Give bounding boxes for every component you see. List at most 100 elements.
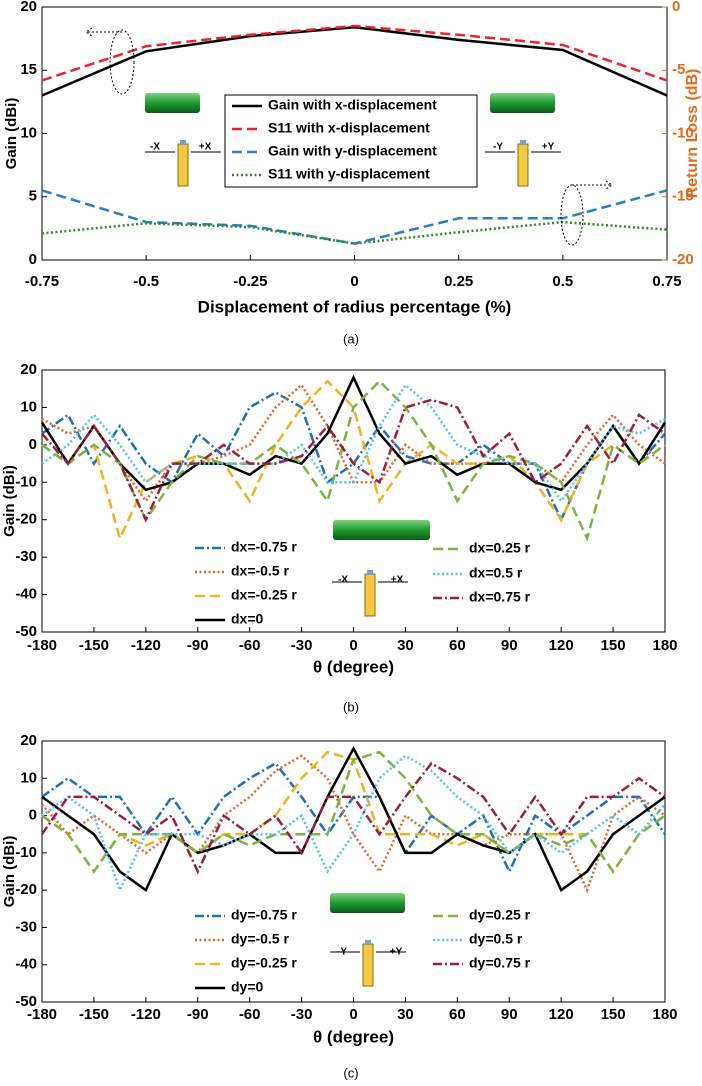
axis-pointer-arrow <box>572 180 613 190</box>
direction-label: -X <box>338 575 348 586</box>
y-tick-label: -30 <box>15 918 37 935</box>
legend-label: dx=-0.25 r <box>231 587 297 603</box>
antenna-icon <box>362 943 374 987</box>
y-tick-label: -50 <box>15 993 37 1010</box>
legend-label: dx=-0.75 r <box>231 539 297 555</box>
y-tick-label: 20 <box>20 361 37 378</box>
x-tick-label: -60 <box>239 637 261 654</box>
disc-icon <box>333 520 430 540</box>
y-tick-label: 10 <box>20 398 37 415</box>
x-tick-label: -90 <box>187 637 209 654</box>
data-line <box>41 398 666 523</box>
direction-label: +X <box>199 142 212 153</box>
x-tick-label: 90 <box>501 1006 518 1023</box>
y-tick-label: 0 <box>29 807 37 824</box>
legend-box <box>224 94 478 188</box>
y-tick-label: 20 <box>20 0 37 15</box>
caption: (b) <box>343 699 359 714</box>
data-line <box>41 24 668 82</box>
y2-tick-label: -20 <box>672 251 694 268</box>
x-tick-label: 0 <box>349 637 357 654</box>
data-line <box>41 383 666 504</box>
antenna-icon <box>177 143 189 187</box>
x-tick-label: -150 <box>79 1006 109 1023</box>
direction-label: +Y <box>390 947 403 958</box>
caption: (c) <box>343 1065 358 1080</box>
y-tick-label: 10 <box>20 769 37 786</box>
x-tick-label: 150 <box>601 1006 626 1023</box>
direction-label: -Y <box>337 947 347 958</box>
legend-label: Gain with y-displacement <box>268 143 437 159</box>
y-axis-label: Gain (dBi) <box>1 465 18 537</box>
legend-label: Gain with x-displacement <box>268 97 437 113</box>
x-tick-label: -150 <box>79 637 109 654</box>
direction-label: +X <box>391 575 404 586</box>
data-line <box>41 189 668 245</box>
legend-label: dx=0.5 r <box>469 565 523 581</box>
x-tick-label: 30 <box>397 1006 414 1023</box>
data-line <box>41 754 666 894</box>
x-tick-label: -30 <box>291 1006 313 1023</box>
legend-label: S11 with y-displacement <box>268 166 430 182</box>
x-tick-label: 0.5 <box>552 273 573 290</box>
x-tick-label: 0 <box>350 273 358 290</box>
legend-label: dy=0.25 r <box>469 907 531 923</box>
caption: (a) <box>343 331 359 346</box>
y2-tick-label: -5 <box>672 61 685 78</box>
data-line <box>41 383 666 504</box>
x-axis-label: θ (degree) <box>313 657 394 676</box>
direction-label: -Y <box>493 142 503 153</box>
x-tick-label: 180 <box>652 637 677 654</box>
legend-label: dy=0.5 r <box>469 931 523 947</box>
legend-label: dx=0.75 r <box>469 589 531 605</box>
x-tick-label: -180 <box>27 1006 57 1023</box>
x-tick-label: 120 <box>549 1006 574 1023</box>
legend-label: dy=-0.25 r <box>231 955 297 971</box>
y-tick-label: 0 <box>29 251 37 268</box>
x-axis-label: Displacement of radius percentage (%) <box>198 297 512 316</box>
x-tick-label: 60 <box>449 637 466 654</box>
data-line <box>41 745 666 892</box>
y2-tick-label: -15 <box>672 188 694 205</box>
x-tick-label: -0.5 <box>133 273 159 290</box>
legend-label: dy=-0.5 r <box>231 931 290 947</box>
disc-icon <box>330 893 405 913</box>
y2-tick-label: -10 <box>672 124 694 141</box>
y-axis-label: Gain (dBi) <box>1 836 18 908</box>
data-line <box>41 25 668 97</box>
x-tick-label: 150 <box>601 637 626 654</box>
y-tick-label: -50 <box>15 623 37 640</box>
data-line <box>41 379 666 543</box>
x-tick-label: -120 <box>131 1006 161 1023</box>
x-tick-label: -90 <box>187 1006 209 1023</box>
x-tick-label: -120 <box>131 637 161 654</box>
y2-tick-label: 0 <box>672 0 680 15</box>
data-line <box>41 220 668 245</box>
y-tick-label: -40 <box>15 586 37 603</box>
legend-label: dx=0 <box>231 611 264 627</box>
direction-label: +Y <box>542 142 555 153</box>
legend-label: dy=-0.75 r <box>231 907 297 923</box>
x-tick-label: 0.25 <box>444 273 473 290</box>
x-tick-label: 90 <box>501 637 518 654</box>
x-tick-label: 180 <box>652 1006 677 1023</box>
y-tick-label: 5 <box>29 188 37 205</box>
antenna-tip <box>365 940 371 945</box>
legend-label: S11 with x-displacement <box>268 120 430 136</box>
y-tick-label: -20 <box>15 881 37 898</box>
legend-label: dx=-0.5 r <box>231 563 290 579</box>
y-tick-label: -10 <box>15 844 37 861</box>
y-axis-label: Gain (dBi) <box>3 98 20 170</box>
disc-icon <box>490 93 555 113</box>
x-tick-label: 0 <box>349 1006 357 1023</box>
data-line <box>41 750 666 874</box>
x-tick-label: -30 <box>291 637 313 654</box>
axis-pointer-arrow <box>85 27 122 37</box>
data-line <box>40 761 666 875</box>
y-tick-label: -40 <box>15 956 37 973</box>
antenna-tip <box>520 140 526 145</box>
antenna-icon <box>517 143 529 187</box>
data-line <box>41 754 666 894</box>
y-tick-label: -20 <box>15 511 37 528</box>
